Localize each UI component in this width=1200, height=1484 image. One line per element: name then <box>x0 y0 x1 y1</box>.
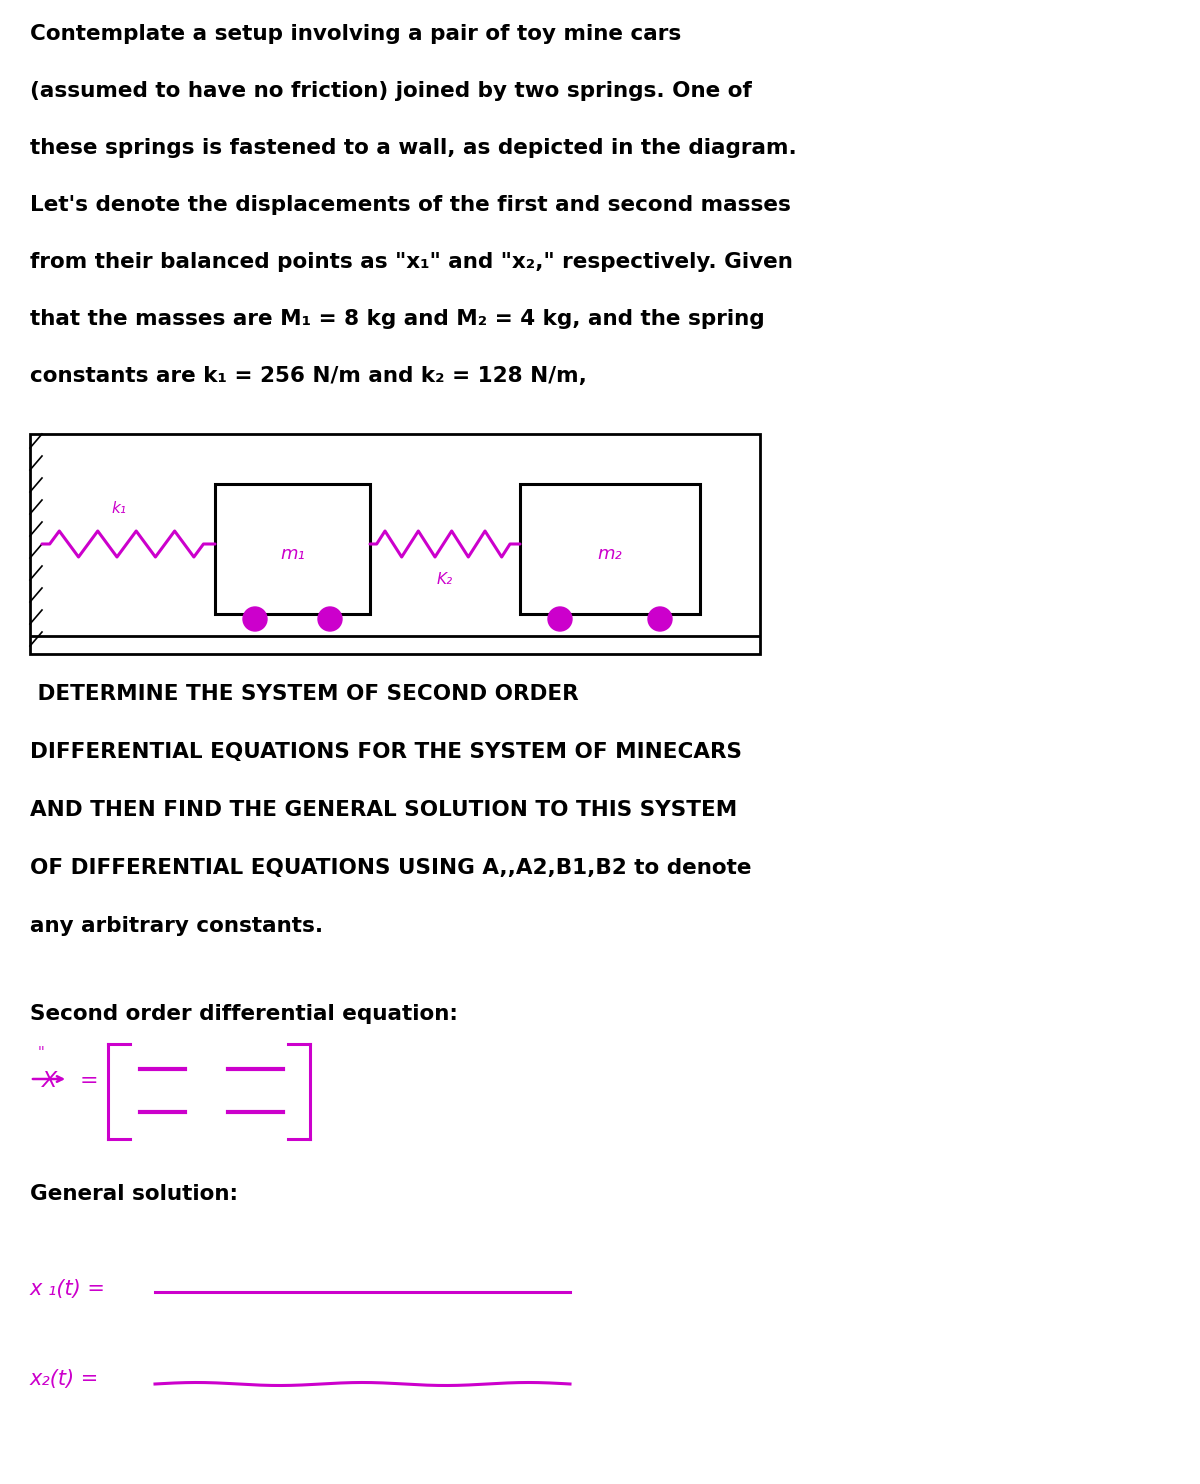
Text: OF DIFFERENTIAL EQUATIONS USING A,,A2,B1,B2 to denote: OF DIFFERENTIAL EQUATIONS USING A,,A2,B1… <box>30 858 751 879</box>
Text: (assumed to have no friction) joined by two springs. One of: (assumed to have no friction) joined by … <box>30 82 752 101</box>
Circle shape <box>548 607 572 631</box>
Circle shape <box>318 607 342 631</box>
Circle shape <box>242 607 266 631</box>
Polygon shape <box>30 433 760 654</box>
Text: from their balanced points as "x₁" and "x₂," respectively. Given: from their balanced points as "x₁" and "… <box>30 252 793 272</box>
Text: m₁: m₁ <box>280 545 305 562</box>
Text: K₂: K₂ <box>437 571 454 588</box>
Text: X: X <box>42 1071 58 1091</box>
Text: x₂(t) =: x₂(t) = <box>30 1370 100 1389</box>
Text: m₂: m₂ <box>598 545 623 562</box>
Circle shape <box>648 607 672 631</box>
Text: that the masses are M₁ = 8 kg and M₂ = 4 kg, and the spring: that the masses are M₁ = 8 kg and M₂ = 4… <box>30 309 764 329</box>
Text: x ₁(t) =: x ₁(t) = <box>30 1279 106 1298</box>
Text: Contemplate a setup involving a pair of toy mine cars: Contemplate a setup involving a pair of … <box>30 24 682 45</box>
Text: constants are k₁ = 256 N/m and k₂ = 128 N/m,: constants are k₁ = 256 N/m and k₂ = 128 … <box>30 367 587 386</box>
Text: k₁: k₁ <box>112 502 126 516</box>
Text: these springs is fastened to a wall, as depicted in the diagram.: these springs is fastened to a wall, as … <box>30 138 797 157</box>
Text: General solution:: General solution: <box>30 1184 238 1204</box>
Text: =: = <box>80 1071 98 1091</box>
Text: AND THEN FIND THE GENERAL SOLUTION TO THIS SYSTEM: AND THEN FIND THE GENERAL SOLUTION TO TH… <box>30 800 737 821</box>
Text: '': '' <box>38 1045 46 1060</box>
Text: Let's denote the displacements of the first and second masses: Let's denote the displacements of the fi… <box>30 194 791 215</box>
Text: any arbitrary constants.: any arbitrary constants. <box>30 916 323 936</box>
Text: DETERMINE THE SYSTEM OF SECOND ORDER: DETERMINE THE SYSTEM OF SECOND ORDER <box>30 684 578 703</box>
Text: DIFFERENTIAL EQUATIONS FOR THE SYSTEM OF MINECARS: DIFFERENTIAL EQUATIONS FOR THE SYSTEM OF… <box>30 742 742 761</box>
Text: Second order differential equation:: Second order differential equation: <box>30 1005 458 1024</box>
